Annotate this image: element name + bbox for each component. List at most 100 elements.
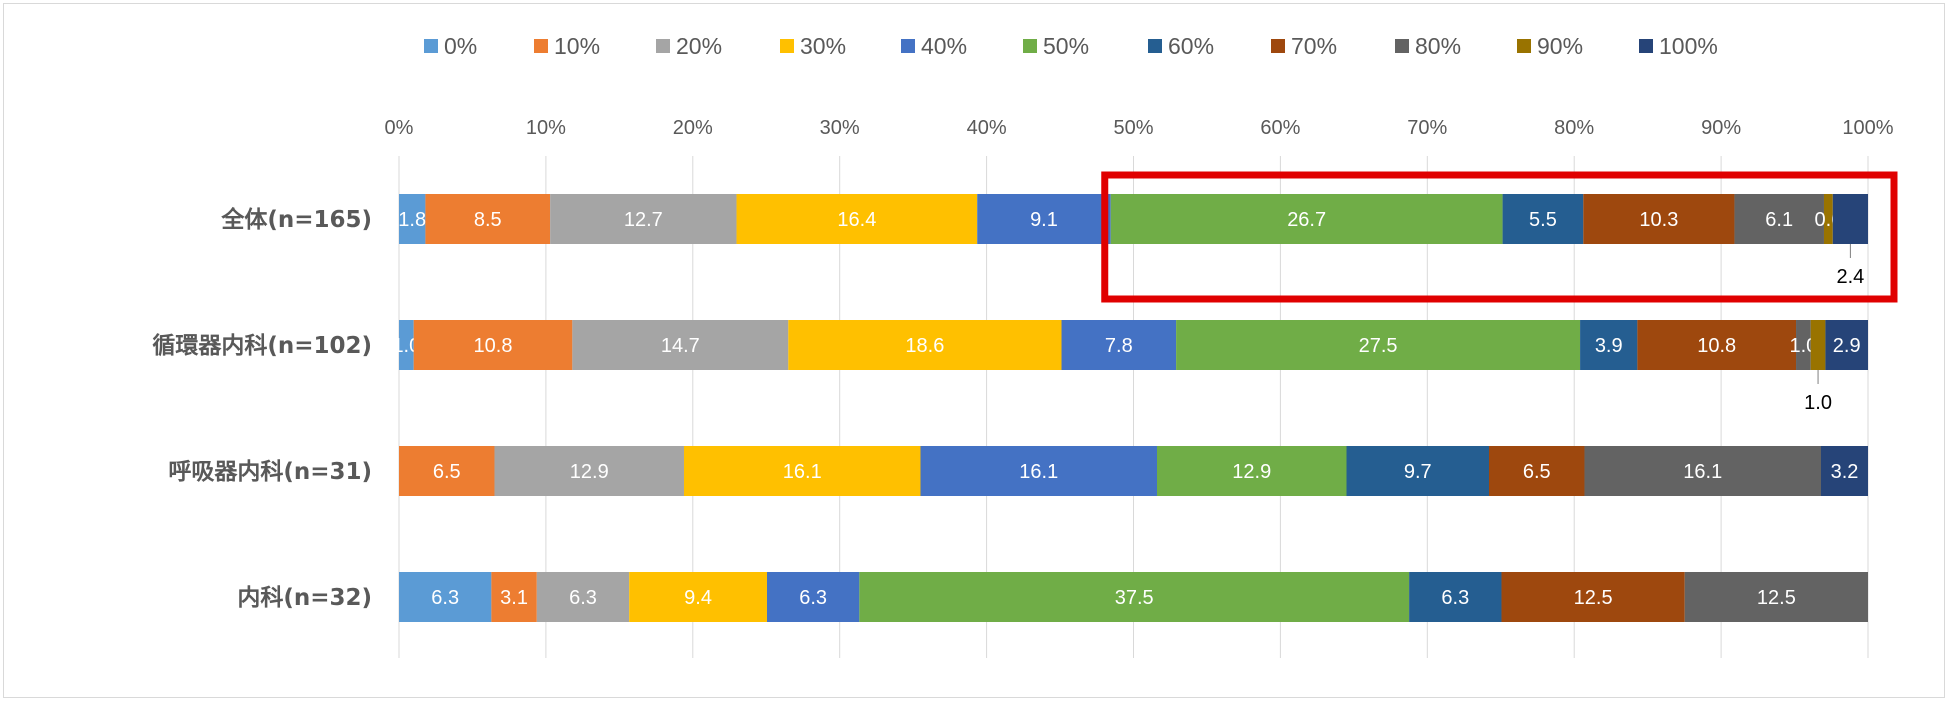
x-tick-label: 10%	[526, 117, 566, 139]
data-label: 6.3	[1441, 587, 1469, 609]
legend-swatch	[1639, 39, 1653, 53]
data-label: 6.3	[431, 587, 459, 609]
legend-item: 100%	[1639, 33, 1718, 59]
data-label: 2.9	[1833, 335, 1861, 357]
category-labels: 全体(n=165) 循環器内科(n=102) 呼吸器内科(n=31) 内科(n=32)	[152, 206, 372, 611]
data-label: 18.6	[905, 335, 944, 357]
highlight-rectangle	[1101, 171, 1898, 303]
bar-segment	[1061, 320, 1177, 370]
bar-segment	[572, 320, 789, 370]
outside-label-group: 2.4	[1836, 244, 1864, 288]
outside-data-label: 2.4	[1836, 266, 1864, 288]
legend-swatch	[656, 39, 670, 53]
legend-item: 60%	[1148, 33, 1214, 59]
bar-row: 1.8 8.5 12.7 16.4 9.1 26.7 5.5 10.3 6.1 0.6	[398, 194, 1868, 244]
x-tick-label: 30%	[820, 117, 860, 139]
bar-segment	[1580, 320, 1638, 370]
bar-segment	[1734, 194, 1824, 244]
legend-item: 90%	[1517, 33, 1583, 59]
data-label: 1.0	[392, 335, 420, 357]
bar-segment	[1823, 194, 1833, 244]
bar-segment	[1409, 572, 1502, 622]
bar-segment	[425, 194, 551, 244]
legend-label: 100%	[1659, 33, 1718, 59]
outside-label-group: 1.0	[1804, 370, 1832, 414]
bar-segment	[1820, 446, 1868, 496]
data-label: 6.5	[1523, 461, 1551, 483]
data-label: 12.5	[1757, 587, 1796, 609]
data-label: 26.7	[1287, 209, 1326, 231]
legend-item: 20%	[656, 33, 722, 59]
x-tick-label: 60%	[1260, 117, 1300, 139]
bar-segment	[550, 194, 737, 244]
data-label: 16.1	[783, 461, 822, 483]
data-label: 12.7	[624, 209, 663, 231]
highlight-box	[1101, 171, 1898, 303]
data-label: 6.1	[1765, 209, 1793, 231]
x-tick-label: 80%	[1554, 117, 1594, 139]
bar-segment	[536, 572, 630, 622]
bar-segment	[1110, 194, 1503, 244]
data-label: 3.1	[500, 587, 528, 609]
bar-segment	[1825, 320, 1868, 370]
bar-segment	[399, 194, 426, 244]
data-label: 10.8	[474, 335, 513, 357]
bar-segment	[413, 320, 573, 370]
x-tick-label: 20%	[673, 117, 713, 139]
data-label: 1.0	[1789, 335, 1817, 357]
data-label: 9.7	[1404, 461, 1432, 483]
chart-frame: 0% 10% 20% 30% 40% 50% 60% 70% 80% 90% 100% 0% 10% 2…	[3, 3, 1945, 698]
legend: 0% 10% 20% 30% 40% 50% 60% 70% 80% 90% 100%	[424, 33, 1718, 59]
stacked-bar-chart: 0% 10% 20% 30% 40% 50% 60% 70% 80% 90% 100% 0% 10% 2…	[152, 33, 1898, 658]
outside-data-label: 1.0	[1804, 392, 1832, 414]
legend-swatch	[1395, 39, 1409, 53]
legend-item: 40%	[901, 33, 967, 59]
x-axis-ticks: 0% 10% 20% 30% 40% 50% 60% 70% 80% 90% 100%	[385, 117, 1894, 139]
data-label: 9.4	[684, 587, 712, 609]
data-label: 37.5	[1115, 587, 1154, 609]
legend-label: 20%	[676, 33, 722, 59]
legend-swatch	[1271, 39, 1285, 53]
data-label: 7.8	[1105, 335, 1133, 357]
bar-row: 6.5 12.9 16.1 16.1 12.9 9.7 6.5 16.1 3.2	[399, 446, 1868, 496]
bar-row: 1.0 10.8 14.7 18.6 7.8 27.5 3.9 10.8 1.0 2.9	[392, 320, 1868, 370]
bar-segment	[1637, 320, 1797, 370]
legend-label: 40%	[921, 33, 967, 59]
data-label: 3.9	[1595, 335, 1623, 357]
x-tick-label: 100%	[1842, 117, 1893, 139]
bar-segment	[491, 572, 537, 622]
bar-segment	[977, 194, 1111, 244]
legend-item: 30%	[780, 33, 846, 59]
legend-label: 0%	[444, 33, 477, 59]
data-label: 1.8	[398, 209, 426, 231]
outside-labels: 2.4 1.0	[1804, 244, 1864, 414]
bar-segment	[788, 320, 1062, 370]
data-label: 16.1	[1019, 461, 1058, 483]
data-label: 10.3	[1639, 209, 1678, 231]
legend-item: 0%	[424, 33, 477, 59]
legend-label: 90%	[1537, 33, 1583, 59]
bar-segment	[399, 446, 495, 496]
bar-segment	[1346, 446, 1489, 496]
data-label: 8.5	[474, 209, 502, 231]
legend-swatch	[424, 39, 438, 53]
legend-item: 10%	[534, 33, 600, 59]
legend-swatch	[1517, 39, 1531, 53]
bar-segment	[1583, 194, 1735, 244]
data-label: 14.7	[661, 335, 700, 357]
legend-swatch	[901, 39, 915, 53]
data-label: 3.2	[1831, 461, 1859, 483]
x-tick-label: 90%	[1701, 117, 1741, 139]
bar-segment	[1684, 572, 1868, 622]
legend-swatch	[780, 39, 794, 53]
legend-swatch	[534, 39, 548, 53]
bar-segment	[1157, 446, 1347, 496]
data-label: 16.1	[1683, 461, 1722, 483]
data-label: 16.4	[837, 209, 876, 231]
legend-label: 30%	[800, 33, 846, 59]
data-label: 27.5	[1359, 335, 1398, 357]
x-tick-label: 40%	[967, 117, 1007, 139]
legend-item: 50%	[1023, 33, 1089, 59]
bar-segment	[1488, 446, 1585, 496]
bars: 1.8 8.5 12.7 16.4 9.1 26.7 5.5 10.3 6.1 0.61.0 10.…	[392, 194, 1868, 622]
